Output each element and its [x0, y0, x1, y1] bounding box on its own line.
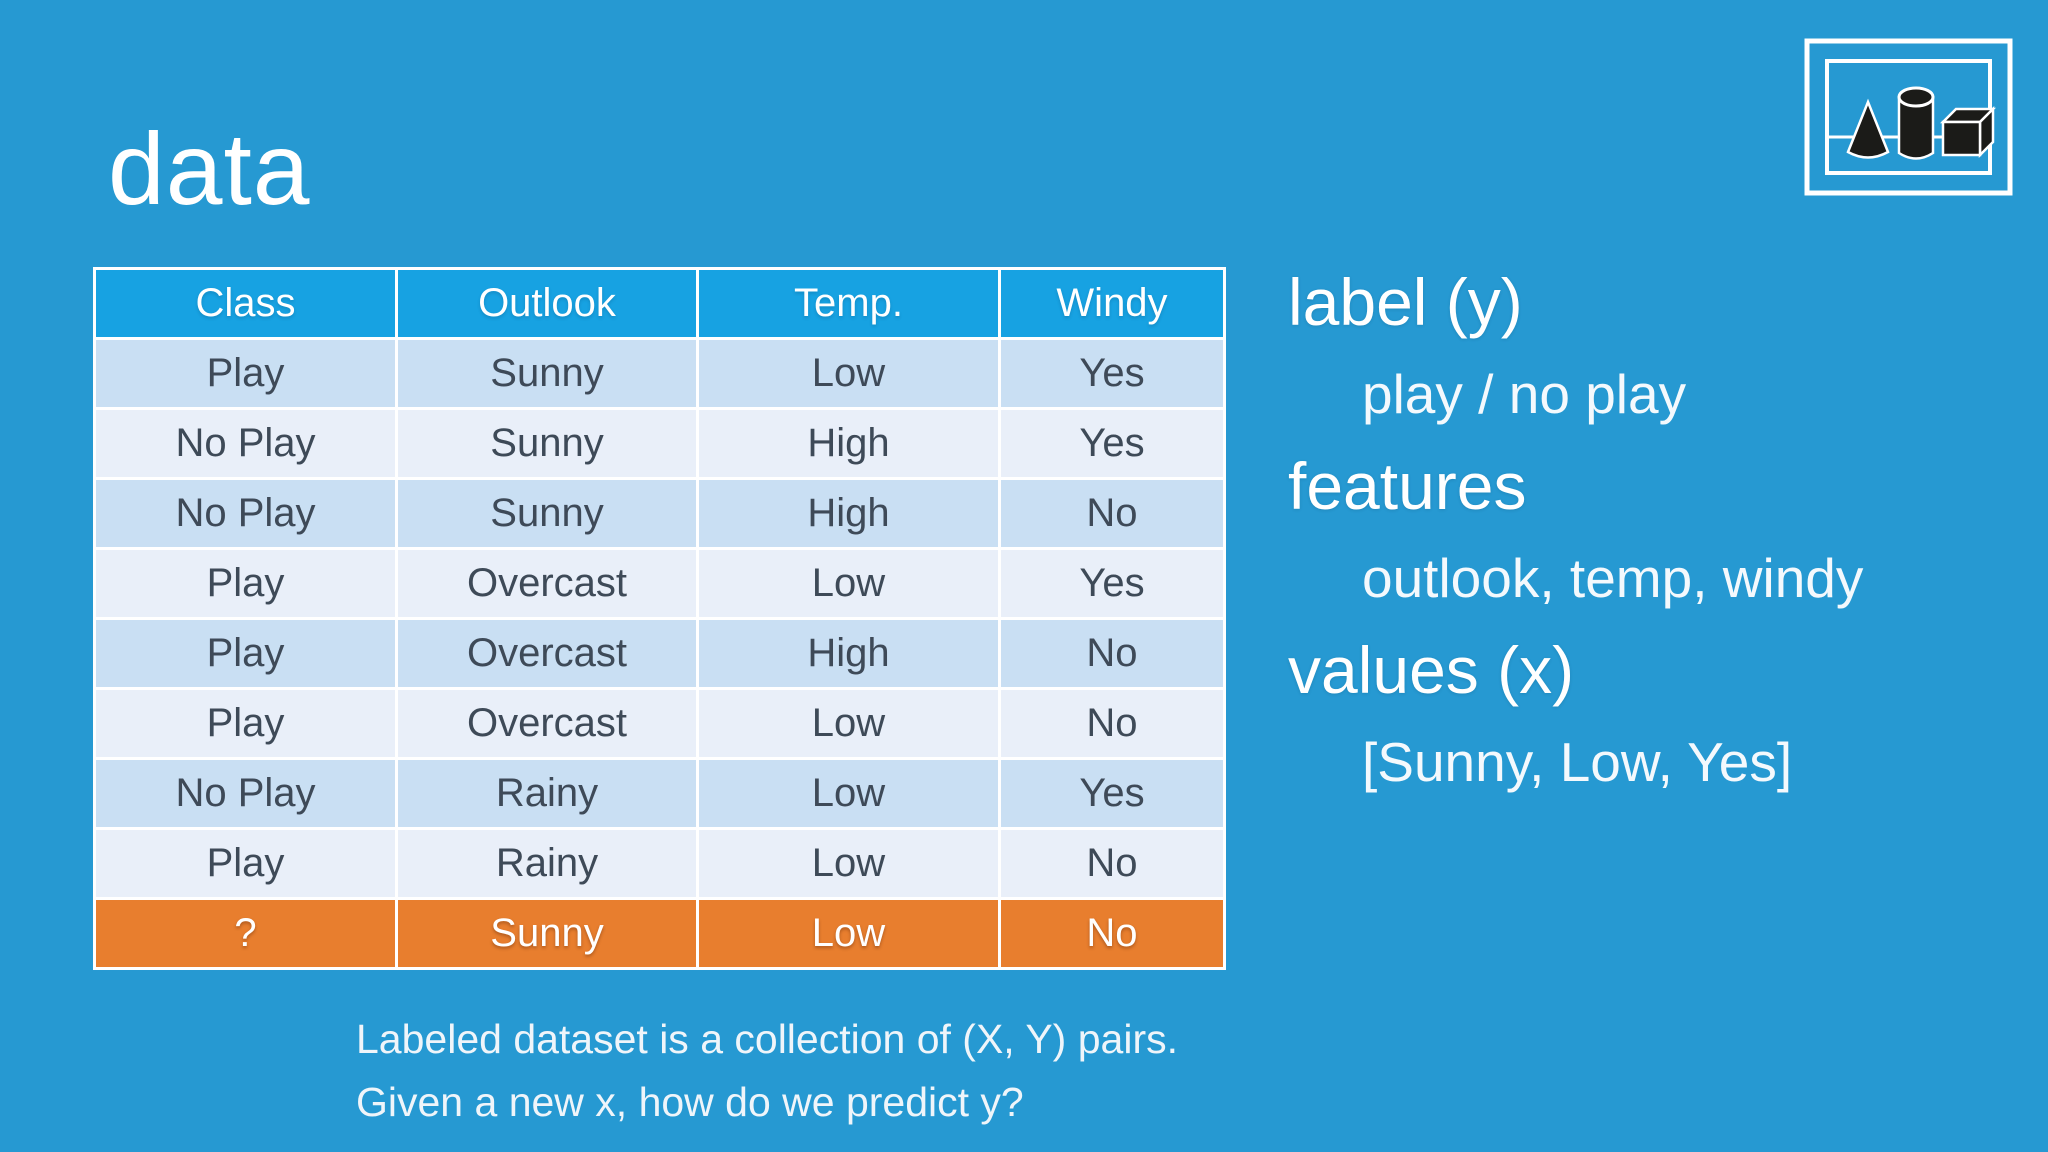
cell-outlook: Sunny [398, 340, 696, 407]
weather-dataset-table: Class Outlook Temp. Windy Play Sunny Low… [93, 267, 1226, 970]
table-row-6: Play Overcast Low No [96, 690, 1223, 757]
cell-outlook: Overcast [398, 550, 696, 617]
label-heading: label (y) [1288, 265, 1523, 339]
table-row-query: ? Sunny Low No [96, 900, 1223, 967]
cell-outlook: Sunny [398, 480, 696, 547]
slide-title: data [108, 112, 311, 226]
cell-windy: No [1001, 690, 1223, 757]
cell-class: No Play [96, 410, 395, 477]
table-header-row: Class Outlook Temp. Windy [96, 270, 1223, 337]
table-row-5: Play Overcast High No [96, 620, 1223, 687]
caption-line-1: Labeled dataset is a collection of (X, Y… [356, 1016, 1178, 1062]
cell-class: No Play [96, 760, 395, 827]
cell-temp: High [699, 480, 998, 547]
cell-class: No Play [96, 480, 395, 547]
cell-windy: Yes [1001, 340, 1223, 407]
caption: Labeled dataset is a collection of (X, Y… [356, 1008, 1178, 1134]
caption-line-2: Given a new x, how do we predict y? [356, 1079, 1024, 1125]
table-row-1: Play Sunny Low Yes [96, 340, 1223, 407]
cell-windy: No [1001, 620, 1223, 687]
cell-temp: Low [699, 340, 998, 407]
label-detail: play / no play [1362, 363, 1687, 425]
cell-windy: Yes [1001, 410, 1223, 477]
table-row-4: Play Overcast Low Yes [96, 550, 1223, 617]
column-header-windy: Windy [1001, 270, 1223, 337]
column-header-class: Class [96, 270, 395, 337]
table-row-7: No Play Rainy Low Yes [96, 760, 1223, 827]
cell-windy: No [1001, 830, 1223, 897]
cell-outlook: Rainy [398, 830, 696, 897]
cell-temp: High [699, 410, 998, 477]
cell-temp: Low [699, 900, 998, 967]
cell-windy: No [1001, 480, 1223, 547]
cell-outlook: Sunny [398, 900, 696, 967]
cell-windy: Yes [1001, 550, 1223, 617]
cell-class: ? [96, 900, 395, 967]
features-detail: outlook, temp, windy [1362, 547, 1864, 609]
cell-class: Play [96, 340, 395, 407]
cell-outlook: Rainy [398, 760, 696, 827]
annotations-panel: label (y) play / no play features outloo… [1288, 256, 1863, 808]
table-row-2: No Play Sunny High Yes [96, 410, 1223, 477]
cell-temp: Low [699, 690, 998, 757]
values-detail: [Sunny, Low, Yes] [1362, 731, 1793, 793]
features-heading: features [1288, 449, 1527, 523]
column-header-outlook: Outlook [398, 270, 696, 337]
cell-outlook: Sunny [398, 410, 696, 477]
geometric-shapes-icon [1804, 38, 2013, 196]
values-heading: values (x) [1288, 633, 1575, 707]
table-row-3: No Play Sunny High No [96, 480, 1223, 547]
table-row-8: Play Rainy Low No [96, 830, 1223, 897]
cell-temp: High [699, 620, 998, 687]
cell-outlook: Overcast [398, 620, 696, 687]
column-header-temp: Temp. [699, 270, 998, 337]
cell-windy: Yes [1001, 760, 1223, 827]
cell-class: Play [96, 690, 395, 757]
cell-windy: No [1001, 900, 1223, 967]
cell-class: Play [96, 550, 395, 617]
cell-class: Play [96, 830, 395, 897]
cell-temp: Low [699, 830, 998, 897]
cell-class: Play [96, 620, 395, 687]
cell-temp: Low [699, 760, 998, 827]
cell-outlook: Overcast [398, 690, 696, 757]
cell-temp: Low [699, 550, 998, 617]
